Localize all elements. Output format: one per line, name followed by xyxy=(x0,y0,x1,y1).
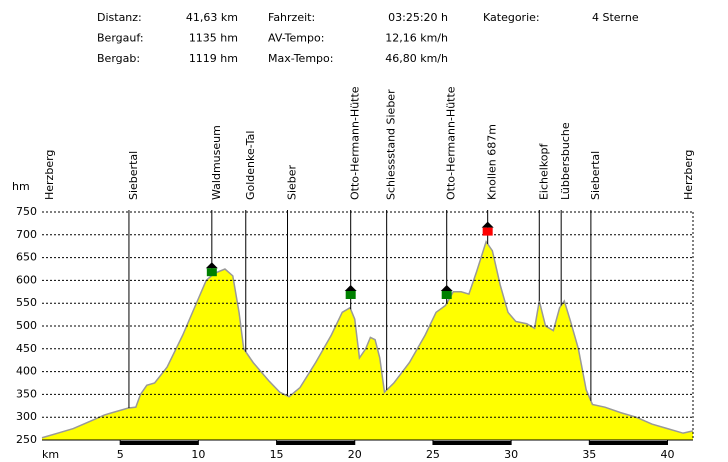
icon-roof xyxy=(440,284,453,291)
waypoint-label: Eichelkopf xyxy=(537,142,550,200)
km-strip xyxy=(198,441,277,445)
stat-label: AV-Tempo: xyxy=(268,32,324,45)
stat-label: Bergauf: xyxy=(97,32,144,45)
y-tick-label: 450 xyxy=(16,342,37,355)
stat-label: Distanz: xyxy=(97,11,142,24)
stat-value: 03:25:20 h xyxy=(388,11,448,24)
km-strip xyxy=(511,441,590,445)
icon-roof xyxy=(344,284,357,291)
elevation-area xyxy=(42,241,693,440)
waypoint-label: Schiessstand Sieber xyxy=(385,89,398,200)
waypoint-label: Siebertal xyxy=(127,151,140,200)
stat-value: 4 Sterne xyxy=(592,11,639,24)
y-tick-label: 750 xyxy=(16,205,37,218)
waypoint-label: Siebertal xyxy=(589,151,602,200)
km-strip xyxy=(589,441,668,445)
icon-marker xyxy=(482,227,493,236)
x-tick-label: 20 xyxy=(348,448,362,461)
x-tick-label: 30 xyxy=(504,448,518,461)
y-tick-label: 300 xyxy=(16,410,37,423)
x-tick-label: 10 xyxy=(191,448,205,461)
stat-value: 41,63 km xyxy=(186,11,238,24)
km-strip xyxy=(432,441,512,445)
icon-roof xyxy=(205,262,218,269)
waypoint-label: Herzberg xyxy=(43,150,56,200)
y-tick-label: 550 xyxy=(16,296,37,309)
stat-label: Bergab: xyxy=(97,52,140,65)
waypoint-label: Otto-Hermann-Hütte xyxy=(445,86,458,200)
icon-marker xyxy=(441,290,452,299)
y-tick-label: 250 xyxy=(16,433,37,446)
x-axis-label: km xyxy=(42,448,59,461)
x-tick-label: 25 xyxy=(426,448,440,461)
waypoint-label: Knollen 687m xyxy=(486,124,499,200)
km-strip xyxy=(667,441,693,445)
x-tick-label: 40 xyxy=(661,448,675,461)
waypoint-label: Waldmuseum xyxy=(210,125,223,200)
y-tick-label: 350 xyxy=(16,387,37,400)
km-strip xyxy=(354,441,433,445)
km-strip xyxy=(120,441,199,445)
waypoint-label: Goldenke-Tal xyxy=(244,131,257,200)
x-tick-label: 5 xyxy=(117,448,124,461)
stat-value: 1135 hm xyxy=(189,32,238,45)
y-tick-label: 500 xyxy=(16,319,37,332)
x-tick-label: 35 xyxy=(582,448,596,461)
stat-label: Max-Tempo: xyxy=(268,52,333,65)
waypoint-label: Otto-Hermann-Hütte xyxy=(349,86,362,200)
stat-value: 12,16 km/h xyxy=(385,32,448,45)
y-tick-label: 600 xyxy=(16,273,37,286)
stat-value: 1119 hm xyxy=(189,52,238,65)
y-tick-label: 700 xyxy=(16,228,37,241)
stat-label: Kategorie: xyxy=(483,11,540,24)
waypoint-label: Herzberg xyxy=(682,150,695,200)
icon-marker xyxy=(345,290,356,299)
waypoint-label: Lübbersbuche xyxy=(559,122,572,200)
waypoint-label: Sieber xyxy=(286,164,299,200)
x-tick-label: 15 xyxy=(270,448,284,461)
y-tick-label: 400 xyxy=(16,365,37,378)
stat-value: 46,80 km/h xyxy=(385,52,448,65)
stat-label: Fahrzeit: xyxy=(268,11,315,24)
y-axis-label: hm xyxy=(12,180,30,193)
icon-roof xyxy=(481,221,494,228)
icon-marker xyxy=(206,268,217,277)
y-tick-label: 650 xyxy=(16,251,37,264)
km-strip xyxy=(276,441,355,445)
km-strip xyxy=(42,441,121,445)
